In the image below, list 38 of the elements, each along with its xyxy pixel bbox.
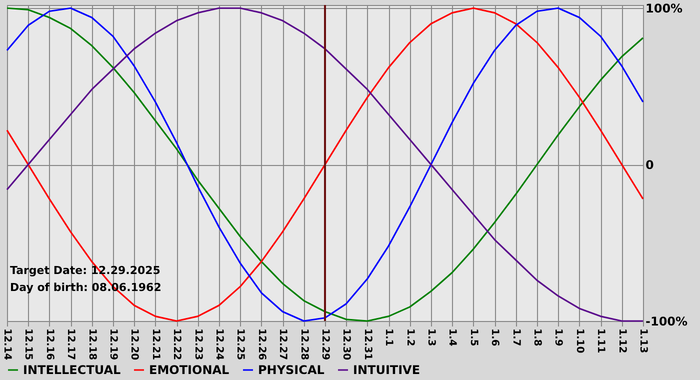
x-tick-label: 12.29	[320, 328, 330, 360]
x-tick-label: 1.10	[574, 328, 585, 354]
x-tick-label: 1.3	[426, 328, 436, 346]
legend-label: EMOTIONAL	[149, 363, 230, 377]
y-tick-label: 100%	[646, 2, 683, 16]
x-tick-label: 12.24	[214, 328, 224, 360]
x-tick-label: 1.2	[404, 328, 416, 346]
x-tick-label: 12.16	[44, 328, 55, 360]
x-tick-label: 12.17	[65, 328, 76, 360]
legend-label: PHYSICAL	[258, 363, 325, 377]
x-tick-label: 1.13	[638, 328, 648, 354]
x-tick-label: 1.4	[446, 328, 458, 346]
legend-label: INTELLECTUAL	[23, 363, 122, 377]
y-tick-label: 0	[646, 158, 654, 172]
x-tick-label: 1.8	[532, 328, 542, 346]
x-tick-label: 12.19	[108, 328, 118, 360]
x-tick-label: 12.30	[340, 328, 352, 360]
x-tick-label: 12.31	[362, 328, 373, 360]
x-tick-label: 12.15	[22, 328, 34, 360]
x-tick-label: 12.18	[86, 328, 98, 360]
x-tick-label: 12.20	[128, 328, 140, 360]
legend-label: INTUITIVE	[353, 363, 420, 377]
x-tick-label: 12.21	[150, 328, 161, 360]
x-tick-label: 1.5	[468, 328, 479, 346]
x-tick-label: 12.28	[298, 328, 310, 360]
x-tick-label: 12.22	[171, 328, 182, 360]
x-tick-label: 1.11	[595, 328, 606, 354]
x-tick-label: 12.25	[234, 328, 246, 360]
y-tick-label: -100%	[646, 314, 688, 328]
x-tick-label: 12.14	[2, 328, 12, 360]
x-tick-label: 12.27	[277, 328, 288, 360]
x-tick-label: 1.9	[552, 328, 564, 346]
x-tick-label: 1.1	[383, 328, 394, 346]
x-tick-label: 12.26	[256, 328, 267, 360]
x-tick-label: 1.7	[510, 328, 522, 346]
x-tick-label: 12.23	[192, 328, 204, 360]
x-tick-label: 1.6	[489, 328, 500, 346]
x-tick-label: 1.12	[616, 328, 628, 354]
